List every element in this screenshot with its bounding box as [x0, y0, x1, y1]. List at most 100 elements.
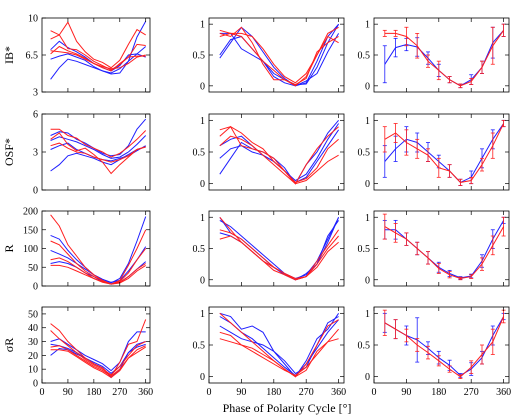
y-tick-label: 50 — [28, 309, 38, 320]
y-tick-label: 1 — [365, 309, 370, 320]
axes-frame — [208, 210, 345, 287]
y-axis-label: R — [2, 244, 16, 252]
y-tick-label: 200 — [23, 207, 38, 218]
series-red-6-line — [219, 229, 339, 280]
x-tick-label: 180 — [86, 387, 101, 398]
subplot-r2-c2: 00.51 — [193, 113, 345, 191]
y-tick-label: 0 — [200, 372, 205, 383]
y-tick-label: 10 — [28, 14, 38, 25]
y-tick-label: 3 — [33, 88, 38, 99]
y-tick-label: 1 — [365, 116, 370, 127]
series-red-7-line — [50, 346, 146, 379]
y-tick-label: 20 — [28, 351, 38, 362]
y-tick-label: 0 — [200, 179, 205, 190]
series-blue-1-line — [384, 316, 505, 377]
y-tick-label: 1 — [200, 116, 205, 127]
y-tick-label: 1 — [365, 20, 370, 31]
series-red-6-line — [219, 135, 339, 185]
x-tick-label: 270 — [464, 387, 479, 398]
series-red-5-line — [219, 125, 339, 183]
axes-frame — [41, 306, 151, 384]
y-tick-label: 40 — [28, 323, 38, 334]
y-tick-label: 6 — [33, 110, 38, 121]
plot-area — [50, 214, 147, 285]
y-tick-label: 6.5 — [26, 51, 39, 62]
series-red-4-line — [50, 319, 147, 377]
y-tick-label: 0.5 — [193, 51, 206, 62]
series-red-6-line — [50, 43, 146, 72]
y-tick-label: 0.5 — [193, 341, 206, 352]
subplot-grid: 36.510IB*00.5100.51036OSF*00.5100.510501… — [2, 14, 511, 399]
y-tick-label: 50 — [28, 263, 38, 274]
x-tick-label: 270 — [299, 387, 314, 398]
subplot-r2-c3: 00.51 — [358, 113, 510, 191]
plot-area — [219, 23, 340, 87]
x-tick-label: 270 — [112, 387, 127, 398]
y-tick-label: 1 — [200, 20, 205, 31]
y-tick-label: 0 — [200, 81, 205, 92]
series-blue-3-line — [50, 40, 146, 72]
series-red-4-line — [50, 214, 147, 285]
plot-area — [382, 23, 506, 89]
y-tick-label: 0 — [365, 179, 370, 190]
y-tick-label: 0 — [200, 275, 205, 286]
y-tick-label: 0 — [33, 379, 38, 390]
series-blue-2-line — [219, 23, 339, 87]
axes-frame — [41, 17, 151, 93]
series-red-4-line — [219, 126, 339, 185]
y-tick-label: 0 — [33, 282, 38, 293]
y-tick-label: 30 — [28, 337, 38, 348]
series-red-5-line — [50, 330, 146, 376]
series-blue-1-line — [384, 29, 504, 87]
x-tick-label: 90 — [236, 387, 246, 398]
y-axis-label: σR — [2, 338, 16, 352]
series-red-6-line — [219, 26, 339, 84]
series-red-7-line — [50, 142, 146, 163]
series-red-2-line — [384, 316, 505, 378]
series-blue-1-line — [50, 331, 146, 372]
axes-frame — [373, 306, 510, 384]
series-blue-3-line — [50, 146, 146, 172]
axes-frame — [373, 17, 510, 93]
plot-area — [382, 213, 506, 281]
y-tick-label: 1 — [365, 213, 370, 224]
plot-area — [382, 309, 506, 379]
plot-area — [50, 319, 147, 379]
y-tick-label: 0.5 — [358, 341, 371, 352]
y-tick-label: 1 — [200, 213, 205, 224]
x-tick-label: 360 — [331, 387, 346, 398]
y-tick-label: 0 — [365, 81, 370, 92]
x-tick-label: 0 — [372, 387, 377, 398]
x-tick-label: 90 — [63, 387, 73, 398]
subplot-r3-c2: 00.51 — [193, 210, 345, 287]
x-tick-label: 360 — [496, 387, 511, 398]
y-axis-label: IB* — [2, 46, 16, 64]
series-blue-1-line — [219, 312, 340, 378]
subplot-r1-c1: 3 6.5 10 IB* — [2, 14, 151, 99]
series-red-2-line — [384, 123, 505, 183]
subplot-r3-c3: 00.51 — [358, 210, 510, 287]
series-blue-2-line — [50, 246, 147, 283]
series-blue-1-line — [219, 123, 340, 182]
series-red-5-line — [50, 240, 147, 285]
series-red-2-line — [384, 226, 505, 280]
series-red-6-line — [219, 338, 339, 378]
axes-frame — [373, 210, 510, 287]
figure-xlabel: Phase of Polarity Cycle [°] — [223, 401, 352, 415]
x-tick-label: 90 — [401, 387, 411, 398]
series-red-4-line — [50, 21, 146, 69]
subplot-r3-c1: 0 50 100 150 200 R — [2, 207, 151, 293]
x-tick-label: 0 — [40, 387, 45, 398]
y-tick-label: 0 — [33, 186, 38, 197]
plot-area — [382, 119, 506, 186]
series-blue-1-line — [384, 220, 505, 279]
x-tick-label: 360 — [138, 387, 153, 398]
series-red-5-line — [50, 34, 146, 71]
series-blue-2-line — [50, 46, 147, 74]
series-blue-3-line — [219, 217, 340, 280]
y-tick-label: 0.5 — [358, 148, 371, 159]
series-red-5-line — [219, 328, 339, 376]
y-tick-label: 0 — [365, 275, 370, 286]
